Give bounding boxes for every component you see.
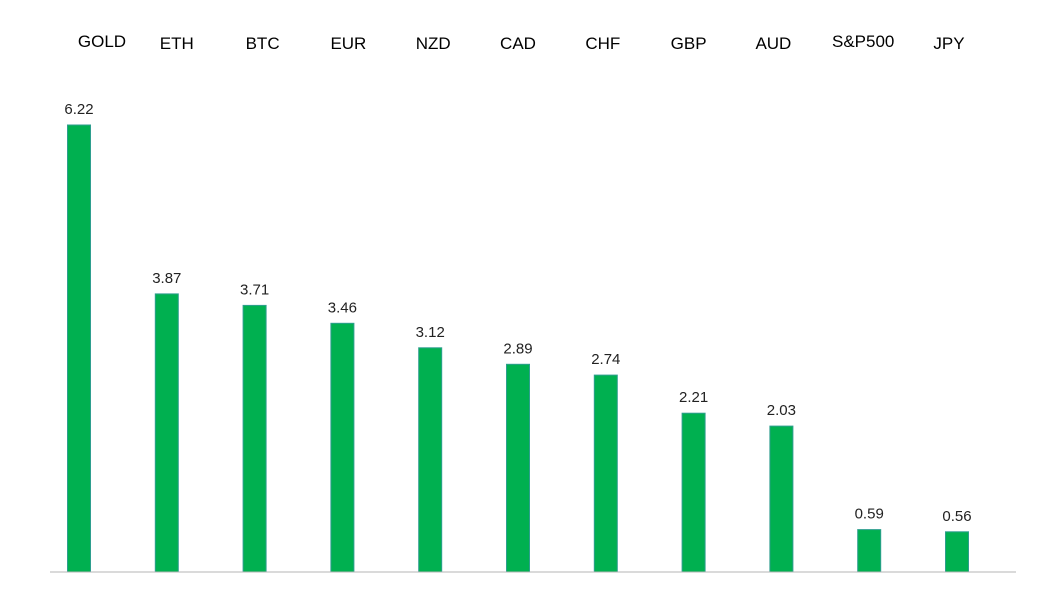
value-label-chf: 2.74 <box>591 351 620 368</box>
value-label-aud: 2.03 <box>767 402 796 419</box>
category-label-gold: GOLD <box>78 32 126 51</box>
category-label-gbp: GBP <box>671 34 707 53</box>
category-label-s-p500: S&P500 <box>832 32 894 51</box>
bar-jpy <box>945 531 969 573</box>
category-label-cad: CAD <box>500 34 536 53</box>
value-label-nzd: 3.12 <box>416 324 445 341</box>
bar-gbp <box>681 412 706 573</box>
value-label-s-p500: 0.59 <box>855 506 884 523</box>
bar-chf <box>593 374 618 573</box>
bar-aud <box>769 425 794 573</box>
value-label-btc: 3.71 <box>240 281 269 298</box>
value-label-eth: 3.87 <box>152 270 181 287</box>
value-label-eur: 3.46 <box>328 299 357 316</box>
value-labels: 6.22 3.87 3.71 3.46 3.12 2.89 2.74 2.21 2.03 0.59… <box>64 101 971 525</box>
category-label-aud: AUD <box>755 34 791 53</box>
bar-gold <box>67 124 91 573</box>
bars <box>67 124 969 573</box>
bar-btc <box>242 304 267 573</box>
bar-cad <box>506 363 530 573</box>
value-label-gbp: 2.21 <box>679 389 708 406</box>
bar-eur <box>330 322 355 573</box>
category-label-eth: ETH <box>160 34 194 53</box>
category-label-btc: BTC <box>246 34 280 53</box>
category-label-eur: EUR <box>330 34 366 53</box>
bar-nzd <box>418 347 443 573</box>
value-label-jpy: 0.56 <box>942 508 971 525</box>
bar-eth <box>154 293 179 573</box>
value-label-cad: 2.89 <box>503 340 532 357</box>
category-label-jpy: JPY <box>933 34 964 53</box>
value-label-gold: 6.22 <box>64 101 93 118</box>
bar-s-p500 <box>857 529 882 573</box>
category-labels: GOLD ETH BTC EUR NZD CAD CHF GBP AUD S&P500 JPY <box>78 32 965 53</box>
category-label-nzd: NZD <box>416 34 451 53</box>
category-label-chf: CHF <box>585 34 620 53</box>
